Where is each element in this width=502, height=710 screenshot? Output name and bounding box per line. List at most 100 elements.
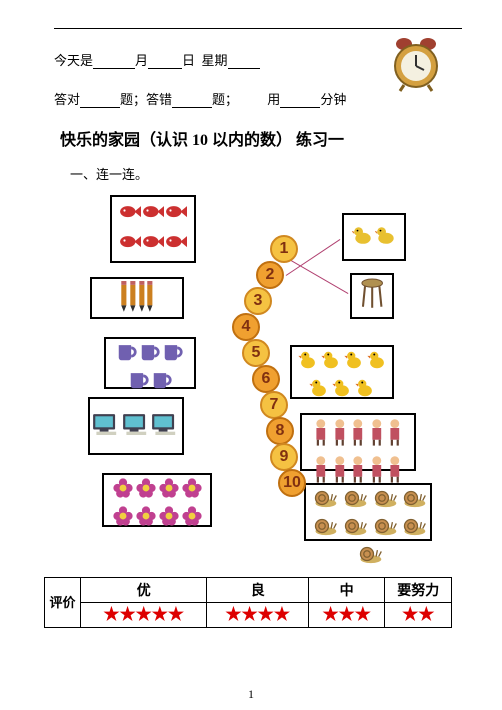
pencil-icon <box>120 281 128 317</box>
snail-icon <box>398 487 427 514</box>
cup-icon <box>139 341 161 368</box>
chick-icon <box>354 377 376 404</box>
eval-col-0: 优 <box>81 578 207 603</box>
snail-icon <box>339 515 368 542</box>
cup-icon <box>128 369 150 396</box>
header-rule <box>54 28 462 30</box>
alarm-clock-icon <box>390 36 442 92</box>
flower-icon <box>112 505 134 532</box>
chick-icon <box>366 349 388 376</box>
number-ball-9[interactable]: 9 <box>270 443 298 471</box>
snail-icon <box>339 487 368 514</box>
eval-label: 评价 <box>45 578 81 628</box>
page-number: 1 <box>248 687 254 702</box>
wrong-label: 题；答错 <box>120 92 172 107</box>
kid-icon <box>386 417 404 453</box>
number-ball-1[interactable]: 1 <box>270 235 298 263</box>
item-box-stool[interactable] <box>350 273 394 319</box>
fish-icon <box>119 205 141 223</box>
eval-col-1: 良 <box>207 578 308 603</box>
correct-label: 答对 <box>54 92 80 107</box>
number-ball-10[interactable]: 10 <box>278 469 306 497</box>
item-box-ducks[interactable] <box>342 213 406 261</box>
number-ball-4[interactable]: 4 <box>232 313 260 341</box>
cup-icon <box>151 369 173 396</box>
chick-icon <box>343 349 365 376</box>
cup-icon <box>116 341 138 368</box>
duck-icon <box>375 224 397 251</box>
flower-icon <box>181 477 203 504</box>
kid-icon <box>331 417 349 453</box>
matching-activity: 12345678910 <box>54 195 462 575</box>
pencil-icon <box>146 281 154 317</box>
monitor-icon <box>92 413 121 440</box>
time-label: 用 <box>267 92 280 107</box>
date-prefix: 今天是 <box>54 53 93 68</box>
evaluation-table: 评价 优 良 中 要努力 ★★★★★ ★★★★ ★★★ ★★ <box>44 577 452 628</box>
item-box-snails[interactable] <box>304 483 432 541</box>
snail-icon <box>354 543 383 570</box>
fish-icon <box>165 235 187 253</box>
fish-icon <box>119 235 141 253</box>
time-unit: 分钟 <box>320 92 346 107</box>
time-blank[interactable] <box>280 94 320 108</box>
item-box-monitors[interactable] <box>88 397 184 455</box>
section-subtitle: 一、连一连。 <box>70 164 462 183</box>
stool-icon <box>359 278 385 314</box>
flower-icon <box>181 505 203 532</box>
month-label: 月 <box>135 53 148 68</box>
item-box-kids[interactable] <box>300 413 416 471</box>
snail-icon <box>398 515 427 542</box>
monitor-icon <box>122 413 151 440</box>
number-ball-5[interactable]: 5 <box>242 339 270 367</box>
eval-col-3: 要努力 <box>385 578 452 603</box>
fish-icon <box>142 235 164 253</box>
month-blank[interactable] <box>93 55 135 69</box>
eval-stars-2: ★★★ <box>308 603 385 628</box>
flower-icon <box>112 477 134 504</box>
eval-col-2: 中 <box>308 578 385 603</box>
eval-stars-3: ★★ <box>385 603 452 628</box>
number-ball-7[interactable]: 7 <box>260 391 288 419</box>
fish-icon <box>142 205 164 223</box>
eval-stars-1: ★★★★ <box>207 603 308 628</box>
pencil-icon <box>129 281 137 317</box>
snail-icon <box>369 487 398 514</box>
chick-icon <box>331 377 353 404</box>
flower-icon <box>135 477 157 504</box>
number-ball-8[interactable]: 8 <box>266 417 294 445</box>
monitor-icon <box>151 413 180 440</box>
wrong-blank[interactable] <box>172 94 212 108</box>
pencil-icon <box>138 281 146 317</box>
flower-icon <box>135 505 157 532</box>
kid-icon <box>312 417 330 453</box>
weekday-label: 星期 <box>202 53 228 68</box>
snail-icon <box>369 515 398 542</box>
number-ball-3[interactable]: 3 <box>244 287 272 315</box>
worksheet-title: 快乐的家园（认识 10 以内的数） 练习一 <box>60 126 462 150</box>
number-column: 12345678910 <box>240 235 306 495</box>
kid-icon <box>368 417 386 453</box>
correct-blank[interactable] <box>80 94 120 108</box>
flower-icon <box>158 477 180 504</box>
day-label: 日 <box>182 53 195 68</box>
item-box-flowers[interactable] <box>102 473 212 527</box>
flower-icon <box>158 505 180 532</box>
number-ball-6[interactable]: 6 <box>252 365 280 393</box>
chick-icon <box>320 349 342 376</box>
fish-icon <box>165 205 187 223</box>
eval-stars-0: ★★★★★ <box>81 603 207 628</box>
kid-icon <box>349 417 367 453</box>
wrong-suffix: 题； <box>212 92 238 107</box>
item-box-pencils[interactable] <box>90 277 184 319</box>
weekday-blank[interactable] <box>228 55 260 69</box>
chick-icon <box>308 377 330 404</box>
number-ball-2[interactable]: 2 <box>256 261 284 289</box>
duck-icon <box>352 224 374 251</box>
cup-icon <box>162 341 184 368</box>
snail-icon <box>309 515 338 542</box>
item-box-cups[interactable] <box>104 337 196 389</box>
snail-icon <box>309 487 338 514</box>
day-blank[interactable] <box>148 55 182 69</box>
item-box-fish[interactable] <box>110 195 196 263</box>
